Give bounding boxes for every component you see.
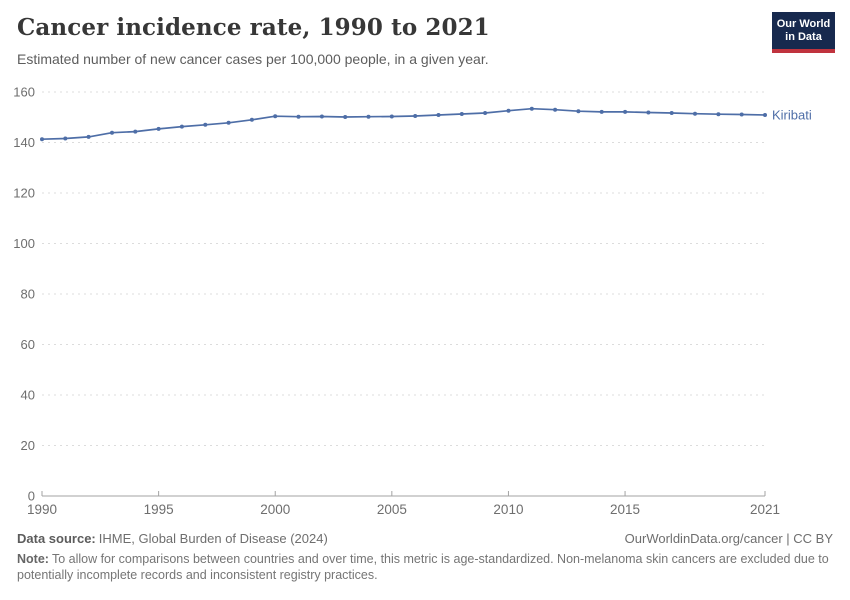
y-axis-label-60: 60 (21, 337, 35, 352)
x-axis-label-1990: 1990 (27, 502, 57, 517)
data-point-1997[interactable] (203, 122, 208, 127)
y-axis-label-160: 160 (13, 85, 35, 100)
data-point-2006[interactable] (413, 114, 418, 118)
data-point-2018[interactable] (693, 111, 697, 116)
y-axis-label-140: 140 (13, 135, 35, 150)
data-point-1999[interactable] (249, 117, 254, 122)
data-point-1992[interactable] (86, 134, 91, 139)
data-point-2012[interactable] (553, 107, 558, 112)
x-axis-label-2010: 2010 (493, 502, 523, 517)
owid-logo-line1: Our World (776, 18, 831, 30)
data-point-2010[interactable] (506, 108, 511, 113)
data-source-line: Data source: IHME, Global Burden of Disea… (17, 531, 328, 546)
data-point-2017[interactable] (669, 111, 674, 115)
attribution-link[interactable]: OurWorldinData.org/cancer | CC BY (624, 531, 833, 546)
owid-logo[interactable]: Our World in Data (772, 12, 835, 53)
data-source-text: IHME, Global Burden of Disease (2024) (98, 531, 328, 546)
series-line-kiribati[interactable] (41, 107, 766, 141)
owid-logo-line2: in Data (785, 30, 822, 43)
data-point-2011[interactable] (529, 106, 534, 111)
data-point-1996[interactable] (179, 124, 184, 129)
chart-note: Note: To allow for comparisons between co… (17, 552, 831, 583)
x-axis-label-2005: 2005 (377, 502, 407, 517)
data-point-2007[interactable] (436, 113, 441, 117)
data-point-2004[interactable] (366, 114, 371, 119)
note-text: To allow for comparisons between countri… (17, 552, 829, 582)
data-point-2014[interactable] (599, 109, 604, 114)
y-axis-label-120: 120 (13, 186, 35, 201)
owid-logo-accent-bar (772, 49, 835, 53)
data-point-2003[interactable] (343, 115, 348, 119)
x-axis-label-2021: 2021 (750, 502, 780, 517)
series-label-kiribati[interactable]: Kiribati (772, 107, 812, 122)
x-axis-label-2015: 2015 (610, 502, 640, 517)
data-point-2021[interactable] (763, 113, 767, 117)
owid-logo-box: Our World in Data (772, 12, 835, 49)
y-axis-label-0: 0 (28, 489, 35, 504)
data-point-2002[interactable] (319, 114, 324, 119)
data-point-1990[interactable] (40, 137, 44, 142)
data-point-2009[interactable] (483, 111, 488, 115)
x-axis-label-2000: 2000 (260, 502, 290, 517)
y-axis-label-80: 80 (21, 287, 35, 302)
y-axis-label-100: 100 (13, 236, 35, 251)
data-point-2005[interactable] (389, 114, 394, 119)
x-axis-label-1995: 1995 (144, 502, 174, 517)
data-point-1995[interactable] (156, 126, 161, 131)
page-subtitle: Estimated number of new cancer cases per… (17, 51, 489, 67)
data-point-2008[interactable] (459, 112, 464, 116)
data-point-2013[interactable] (576, 109, 581, 114)
data-point-2000[interactable] (273, 114, 278, 119)
page-title: Cancer incidence rate, 1990 to 2021 (17, 14, 490, 41)
y-axis-label-40: 40 (21, 388, 35, 403)
data-point-2020[interactable] (739, 112, 744, 117)
data-point-2016[interactable] (646, 110, 651, 115)
data-source-label: Data source: (17, 531, 96, 546)
data-point-1991[interactable] (63, 136, 68, 141)
data-point-2019[interactable] (716, 112, 721, 117)
data-point-2001[interactable] (296, 114, 301, 119)
data-point-2015[interactable] (623, 109, 628, 114)
y-axis-label-20: 20 (21, 438, 35, 453)
data-point-1994[interactable] (133, 129, 138, 134)
data-point-1993[interactable] (110, 130, 114, 135)
note-label: Note: (17, 552, 49, 566)
data-point-1998[interactable] (226, 120, 231, 125)
